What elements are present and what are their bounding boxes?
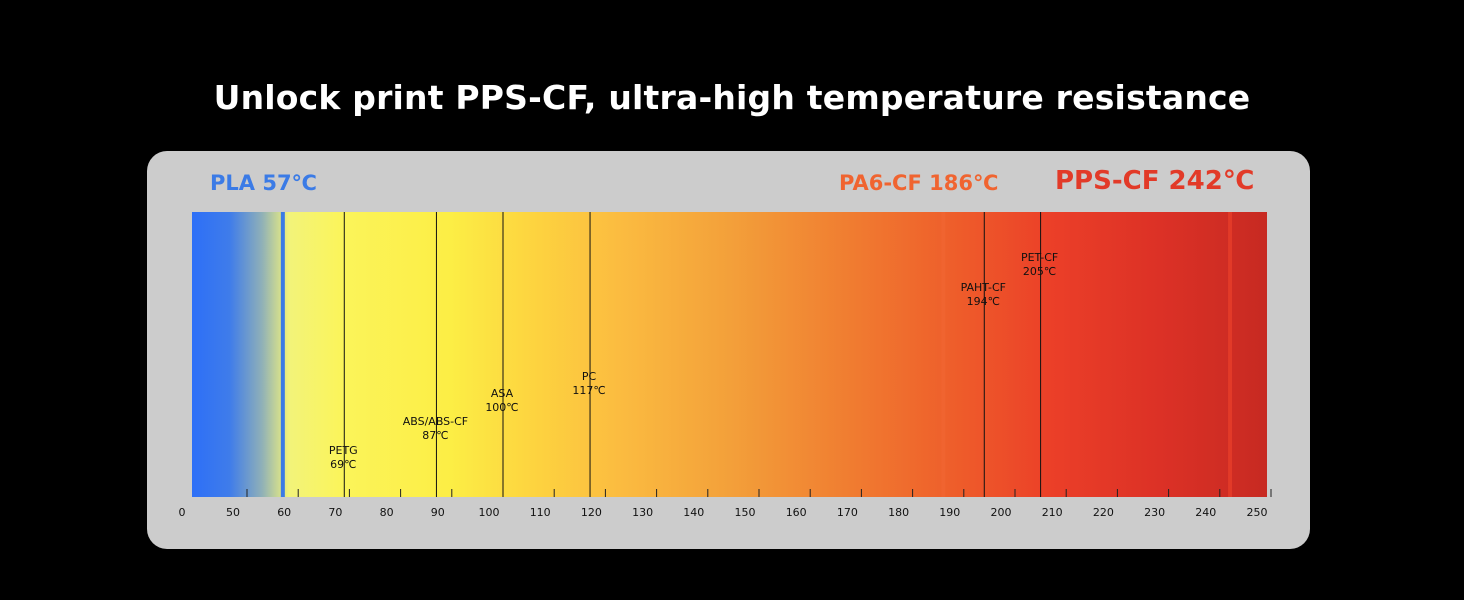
- axis-tick-label: 100: [479, 506, 500, 519]
- material-temp: 100℃: [485, 401, 518, 414]
- axis-tick-label: 50: [226, 506, 240, 519]
- highlight-label-pa6-cf: PA6-CF 186℃: [839, 171, 999, 195]
- axis-tick-label: 240: [1195, 506, 1216, 519]
- material-name: ASA: [491, 387, 514, 400]
- material-name: PET-CF: [1021, 251, 1058, 264]
- axis-tick-labels: 0 50 60 70 80 90 100 110 120 130 140 150 160 170 180 19…: [179, 506, 1268, 519]
- axis-tick-label: 210: [1042, 506, 1063, 519]
- temperature-gradient-bar: [192, 212, 1267, 497]
- material-name: PC: [582, 370, 597, 383]
- axis-tick-label: 190: [939, 506, 960, 519]
- axis-tick-label: 150: [735, 506, 756, 519]
- material-name: PETG: [329, 444, 358, 457]
- material-temp: 117℃: [572, 384, 605, 397]
- material-temp: 69℃: [330, 458, 356, 471]
- axis-tick-label: 120: [581, 506, 602, 519]
- axis-tick-label: 180: [888, 506, 909, 519]
- material-temp: 205℃: [1023, 265, 1056, 278]
- axis-tick-label: 130: [632, 506, 653, 519]
- axis-tick-label: 70: [328, 506, 342, 519]
- axis-ticks: [246, 489, 1272, 497]
- axis-tick-label: 230: [1144, 506, 1165, 519]
- highlight-lines: [280, 212, 1233, 497]
- highlight-label-pla: PLA 57℃: [210, 171, 317, 195]
- axis-tick-label: 110: [530, 506, 551, 519]
- axis-tick-label: 200: [991, 506, 1012, 519]
- highlight-label-pps-cf: PPS-CF 242℃: [1055, 166, 1255, 196]
- material-temp: 194℃: [967, 295, 1000, 308]
- material-lines: [343, 212, 1042, 497]
- axis-tick-label: 220: [1093, 506, 1114, 519]
- material-name: ABS/ABS-CF: [403, 415, 468, 428]
- axis-tick-label: 160: [786, 506, 807, 519]
- page-title: Unlock print PPS-CF, ultra-high temperat…: [213, 78, 1251, 117]
- material-temp: 87℃: [422, 429, 448, 442]
- axis-tick-label: 170: [837, 506, 858, 519]
- axis-tick-label: 140: [683, 506, 704, 519]
- axis-tick-label: 90: [431, 506, 445, 519]
- axis-tick-label: 80: [380, 506, 394, 519]
- material-name: PAHT-CF: [961, 281, 1006, 294]
- axis-tick-label: 0: [179, 506, 186, 519]
- axis-tick-label: 250: [1247, 506, 1268, 519]
- axis-tick-label: 60: [277, 506, 291, 519]
